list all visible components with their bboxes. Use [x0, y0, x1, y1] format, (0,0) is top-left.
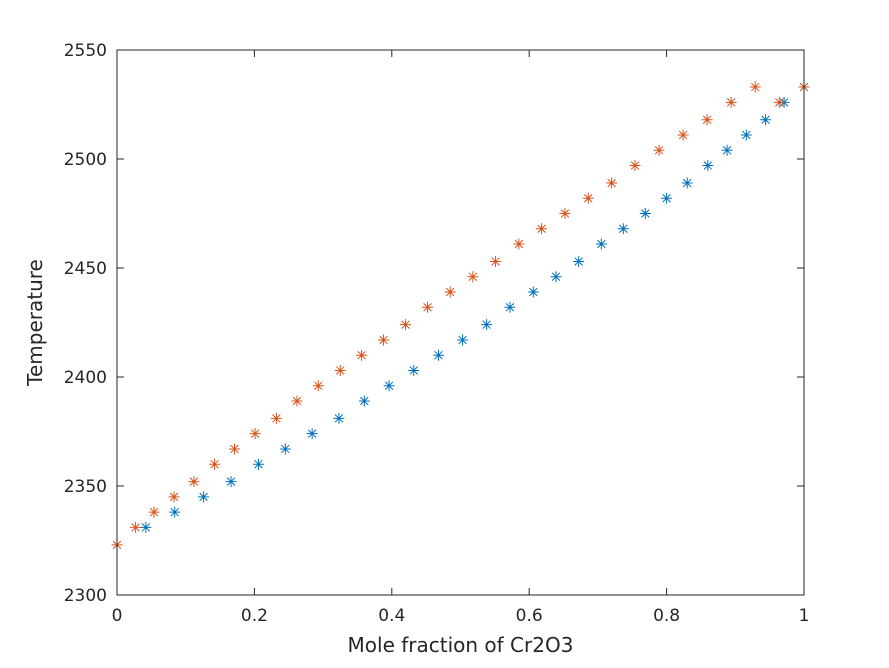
data-point [333, 412, 345, 424]
data-point [168, 491, 180, 503]
data-point [356, 349, 368, 361]
y-tick-label: 2400 [64, 368, 107, 388]
data-point [249, 428, 261, 440]
data-point [198, 491, 210, 503]
x-axis-label: Mole fraction of Cr2O3 [348, 633, 574, 657]
data-point [701, 114, 713, 126]
y-tick-label: 2450 [64, 259, 107, 279]
data-point [312, 380, 324, 392]
data-point [639, 208, 651, 219]
data-point [433, 349, 445, 361]
data-point [408, 364, 420, 376]
axes [116, 49, 805, 596]
plot-area [117, 50, 804, 595]
data-point [550, 271, 562, 283]
data-point [513, 238, 525, 250]
axes-box [116, 49, 805, 596]
y-tick-label: 2300 [64, 586, 107, 606]
data-point [383, 380, 395, 392]
data-point [457, 334, 469, 346]
data-point [559, 208, 571, 219]
x-tick-label: 1 [799, 606, 810, 626]
data-point [702, 160, 714, 172]
data-point [188, 476, 200, 488]
y-axis-label: Temperature [23, 259, 47, 387]
data-point [677, 129, 689, 141]
data-point [481, 319, 493, 331]
data-point [595, 238, 607, 250]
data-point [629, 160, 641, 172]
x-tick-label: 0.6 [516, 606, 543, 626]
data-point [279, 443, 291, 455]
data-point [444, 286, 456, 298]
data-point [773, 96, 785, 108]
y-tick-label: 2350 [64, 477, 107, 497]
data-point [358, 395, 370, 407]
data-point [740, 129, 752, 141]
data-point [681, 177, 693, 189]
data-point [228, 443, 240, 455]
data-point [291, 395, 303, 407]
data-point [253, 458, 265, 470]
data-point [721, 144, 733, 156]
data-point [467, 271, 479, 283]
data-point [334, 364, 346, 376]
data-point [504, 301, 516, 313]
data-point [169, 506, 181, 518]
data-point [536, 223, 548, 235]
x-tick-label: 0.8 [653, 606, 680, 626]
data-point [400, 319, 412, 331]
data-point [140, 521, 152, 533]
data-point [749, 81, 761, 93]
data-point [617, 223, 629, 235]
y-tick-label: 2550 [64, 41, 107, 61]
x-tick-label: 0.4 [378, 606, 405, 626]
data-point [378, 334, 390, 346]
y-tick-label: 2500 [64, 150, 107, 170]
data-point [209, 458, 221, 470]
data-point [606, 177, 618, 189]
data-point [582, 192, 594, 204]
data-point [760, 114, 772, 126]
data-point [225, 476, 237, 488]
data-point [306, 428, 318, 440]
x-tick-label: 0 [112, 606, 123, 626]
ticks: 0 0.2 0.4 0.6 0.8 1 2300 2350 2400 2450 2500 2550 [64, 41, 810, 626]
data-point [573, 255, 585, 267]
data-point [130, 521, 142, 533]
data-point [490, 255, 502, 267]
data-point [527, 286, 539, 298]
data-point [661, 192, 673, 204]
x-tick-label: 0.2 [241, 606, 268, 626]
data-point [422, 301, 434, 313]
data-point [725, 96, 737, 108]
data-point [653, 144, 665, 156]
data-point [270, 412, 282, 424]
data-point [148, 506, 160, 518]
